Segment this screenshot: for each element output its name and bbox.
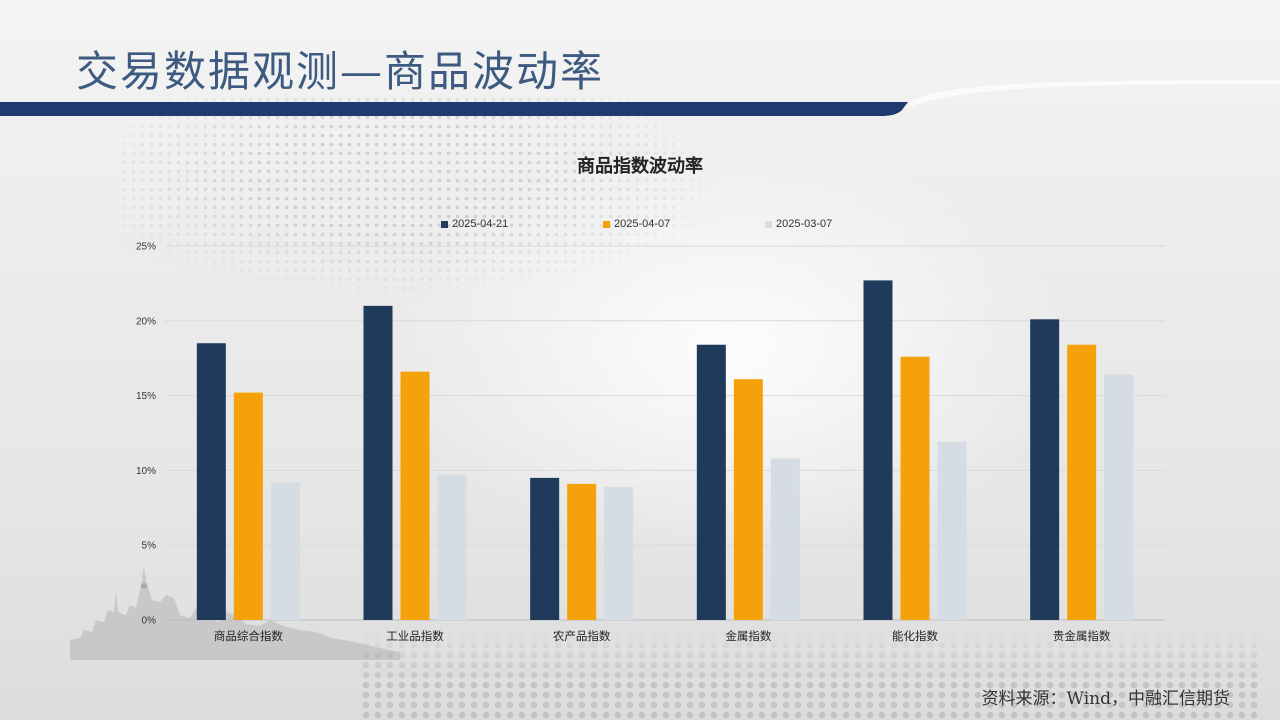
legend-swatch-series-1 (441, 220, 448, 228)
x-tick-label: 贵金属指数 (1053, 629, 1111, 643)
legend-swatch-series-3 (765, 220, 772, 228)
bar-series-1-5 (863, 280, 893, 620)
x-tick-label: 能化指数 (892, 629, 938, 643)
bar-series-2-2 (400, 371, 430, 620)
chart-title: 商品指数波动率 (577, 156, 703, 177)
legend-item-series-3: 2025-03-07 (765, 218, 832, 230)
legend-swatch-series-2 (603, 220, 610, 228)
legend-label-series-2: 2025-04-07 (614, 218, 671, 230)
y-tick-label: 5% (142, 541, 157, 552)
source-note: 资料来源：Wind，中融汇信期货 (981, 689, 1230, 709)
chart-legend: 2025-04-21 2025-04-07 2025-03-07 (0, 218, 1280, 234)
y-tick-label: 20% (136, 316, 156, 327)
background-hex-dots (360, 630, 1260, 720)
page-title: 交易数据观测—商品波动率 (76, 47, 605, 96)
legend-item-series-1: 2025-04-21 (441, 218, 508, 230)
header-band (0, 80, 1280, 116)
bar-series-1-1 (196, 343, 226, 620)
background-world-map-dots (120, 95, 740, 305)
bar-series-1-3 (530, 477, 560, 620)
bar-series-2-6 (1067, 344, 1097, 620)
y-tick-label: 10% (136, 466, 156, 477)
bar-series-3-3 (604, 486, 634, 620)
x-tick-label: 金属指数 (725, 629, 771, 643)
bar-series-1-6 (1030, 319, 1060, 620)
legend-label-series-1: 2025-04-21 (452, 218, 509, 230)
bar-series-3-5 (937, 441, 967, 620)
bar-series-2-4 (733, 379, 763, 620)
legend-label-series-3: 2025-03-07 (776, 218, 833, 230)
bar-series-1-2 (363, 305, 393, 620)
city-skyline-silhouette (70, 565, 400, 660)
y-tick-label: 25% (136, 242, 156, 253)
bar-series-1-4 (696, 344, 726, 620)
bar-series-3-2 (437, 474, 467, 620)
bar-series-2-5 (900, 356, 930, 620)
legend-item-series-2: 2025-04-07 (603, 218, 670, 230)
bar-series-3-6 (1104, 374, 1134, 620)
x-tick-label: 农产品指数 (553, 629, 611, 643)
y-tick-label: 15% (136, 391, 156, 402)
bar-series-3-1 (270, 482, 300, 620)
x-tick-label: 工业品指数 (386, 629, 444, 643)
x-tick-label: 商品综合指数 (214, 629, 283, 643)
bar-series-2-3 (567, 483, 597, 620)
bar-series-3-4 (770, 458, 800, 620)
bar-series-2-1 (233, 392, 263, 620)
y-tick-label: 0% (142, 616, 157, 627)
